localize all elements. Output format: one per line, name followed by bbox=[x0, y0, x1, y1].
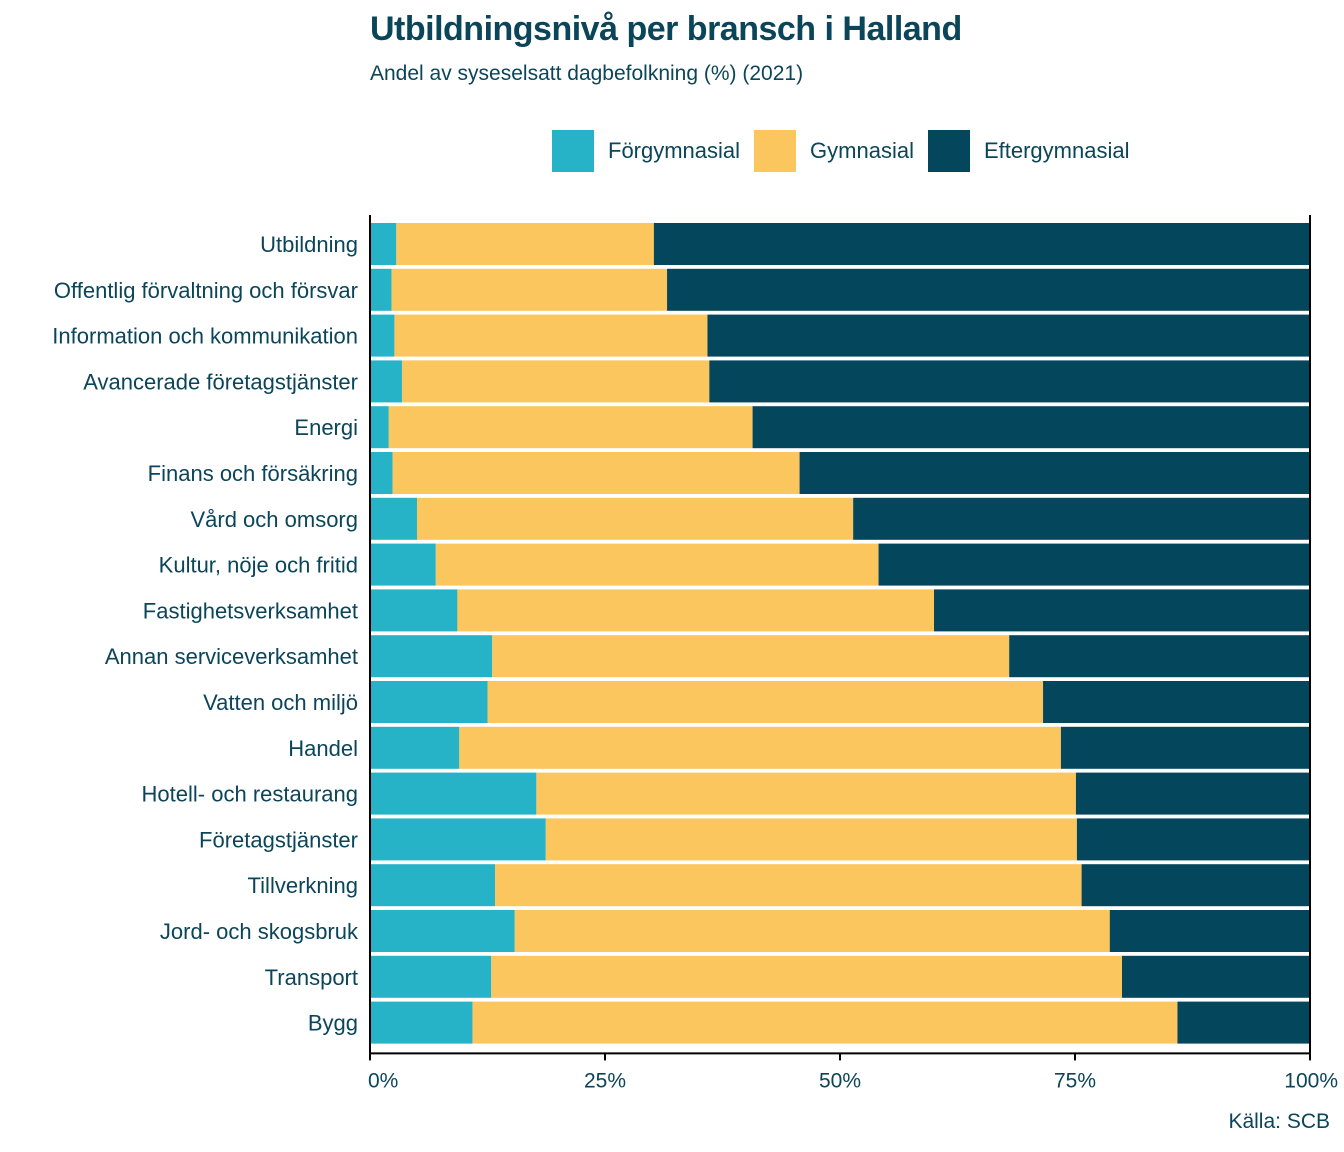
bar-segment-gymnasial bbox=[495, 864, 1082, 907]
bar-segment-f-rgymnasial bbox=[370, 818, 546, 861]
bar-segment-f-rgymnasial bbox=[370, 955, 492, 998]
bar-segment-eftergymnasial bbox=[853, 497, 1310, 540]
bar-segment-f-rgymnasial bbox=[370, 635, 493, 678]
bar-segment-gymnasial bbox=[396, 223, 654, 265]
category-label: Energi bbox=[294, 415, 358, 440]
bar-segment-eftergymnasial bbox=[934, 589, 1310, 632]
category-label: Handel bbox=[288, 736, 358, 761]
bar-segment-eftergymnasial bbox=[709, 360, 1310, 403]
bar-segment-eftergymnasial bbox=[1177, 1001, 1310, 1044]
legend-item-forgymnasial: Förgymnasial bbox=[552, 130, 740, 172]
bar-segment-f-rgymnasial bbox=[370, 864, 496, 907]
category-label: Vård och omsorg bbox=[190, 507, 358, 532]
bar-segment-gymnasial bbox=[459, 726, 1061, 769]
category-label: Jord- och skogsbruk bbox=[160, 919, 359, 944]
bar-segment-eftergymnasial bbox=[653, 223, 1310, 265]
bar-segment-gymnasial bbox=[388, 406, 753, 449]
bar-segment-f-rgymnasial bbox=[370, 360, 402, 403]
legend-swatch-eftergymnasial bbox=[927, 130, 970, 172]
x-tick-label: 0% bbox=[368, 1069, 398, 1092]
bar-segment-eftergymnasial bbox=[1109, 910, 1310, 952]
legend-item-gymnasial: Gymnasial bbox=[754, 130, 914, 172]
bar-segment-f-rgymnasial bbox=[370, 314, 395, 357]
bar-segment-f-rgymnasial bbox=[370, 1001, 473, 1044]
category-label: Information och kommunikation bbox=[52, 324, 358, 349]
bar-segment-gymnasial bbox=[392, 452, 800, 494]
bar-segment-gymnasial bbox=[417, 497, 854, 540]
bar-segment-gymnasial bbox=[492, 635, 1010, 678]
x-tick-label: 50% bbox=[819, 1069, 861, 1092]
bar-segment-f-rgymnasial bbox=[370, 406, 389, 449]
legend-swatch-forgymnasial bbox=[552, 130, 594, 172]
legend-label-gymnasial: Gymnasial bbox=[810, 138, 914, 163]
category-label: Vatten och miljö bbox=[203, 690, 358, 715]
category-label: Utbildning bbox=[260, 232, 358, 257]
bar-segment-gymnasial bbox=[391, 268, 668, 311]
bar-segment-eftergymnasial bbox=[1076, 818, 1310, 861]
category-label: Tillverkning bbox=[248, 873, 358, 898]
category-label: Transport bbox=[265, 965, 358, 990]
bar-segment-f-rgymnasial bbox=[370, 268, 392, 311]
chart-title: Utbildningsnivå per bransch i Halland bbox=[370, 10, 962, 48]
bar-segment-f-rgymnasial bbox=[370, 452, 393, 494]
bar-segment-eftergymnasial bbox=[1081, 864, 1310, 907]
bar-segment-f-rgymnasial bbox=[370, 223, 397, 265]
x-tick-label: 25% bbox=[584, 1069, 626, 1092]
bar-segment-f-rgymnasial bbox=[370, 726, 460, 769]
legend-label-forgymnasial: Förgymnasial bbox=[608, 138, 741, 163]
category-label: Kultur, nöje och fritid bbox=[159, 553, 358, 578]
category-label: Fastighetsverksamhet bbox=[143, 598, 358, 623]
bar-segment-gymnasial bbox=[487, 681, 1044, 723]
category-label: Finans och försäkring bbox=[148, 461, 358, 486]
bar-segment-eftergymnasial bbox=[667, 268, 1310, 311]
x-tick-label: 75% bbox=[1054, 1069, 1096, 1092]
bar-segment-eftergymnasial bbox=[1043, 681, 1310, 723]
category-label: Annan serviceverksamhet bbox=[105, 644, 358, 669]
bar-segment-f-rgymnasial bbox=[370, 497, 417, 540]
bar-segment-eftergymnasial bbox=[707, 314, 1310, 357]
legend-item-eftergymnasial: Eftergymnasial bbox=[927, 130, 1130, 172]
legend-label-eftergymnasial: Eftergymnasial bbox=[983, 138, 1130, 163]
x-tick-label: 100% bbox=[1284, 1069, 1338, 1092]
bar-segment-eftergymnasial bbox=[1075, 772, 1310, 815]
bar-segment-eftergymnasial bbox=[1122, 955, 1310, 998]
bar-segment-gymnasial bbox=[394, 314, 708, 357]
bar-segment-gymnasial bbox=[491, 955, 1122, 998]
bar-segment-gymnasial bbox=[514, 910, 1110, 952]
bar-segment-eftergymnasial bbox=[1060, 726, 1310, 769]
legend: Förgymnasial Gymnasial Eftergymnasial bbox=[552, 130, 1143, 172]
bar-segment-eftergymnasial bbox=[1009, 635, 1310, 678]
bar-segment-eftergymnasial bbox=[878, 543, 1310, 586]
bar-segment-gymnasial bbox=[435, 543, 879, 586]
bar-segment-eftergymnasial bbox=[752, 406, 1310, 449]
source-note: Källa: SCB bbox=[1228, 1110, 1330, 1133]
legend-swatch-gymnasial bbox=[754, 130, 797, 172]
bar-segment-f-rgymnasial bbox=[370, 589, 458, 632]
category-label: Offentlig förvaltning och försvar bbox=[54, 278, 358, 303]
bar-segment-gymnasial bbox=[545, 818, 1077, 861]
category-label: Bygg bbox=[308, 1011, 358, 1036]
bar-segment-eftergymnasial bbox=[799, 452, 1310, 494]
bar-segment-f-rgymnasial bbox=[370, 681, 488, 723]
category-label: Företagstjänster bbox=[199, 827, 358, 852]
bar-segment-f-rgymnasial bbox=[370, 910, 515, 952]
bar-segment-f-rgymnasial bbox=[370, 772, 537, 815]
bar-segment-gymnasial bbox=[457, 589, 934, 632]
bar-segment-f-rgymnasial bbox=[370, 543, 436, 586]
bar-segment-gymnasial bbox=[472, 1001, 1178, 1044]
bar-segment-gymnasial bbox=[401, 360, 710, 403]
chart-subtitle: Andel av syseselsatt dagbefolkning (%) (… bbox=[370, 62, 804, 85]
category-label: Avancerade företagstjänster bbox=[83, 369, 358, 394]
category-label: Hotell- och restaurang bbox=[142, 782, 358, 807]
bar-segment-gymnasial bbox=[536, 772, 1076, 815]
